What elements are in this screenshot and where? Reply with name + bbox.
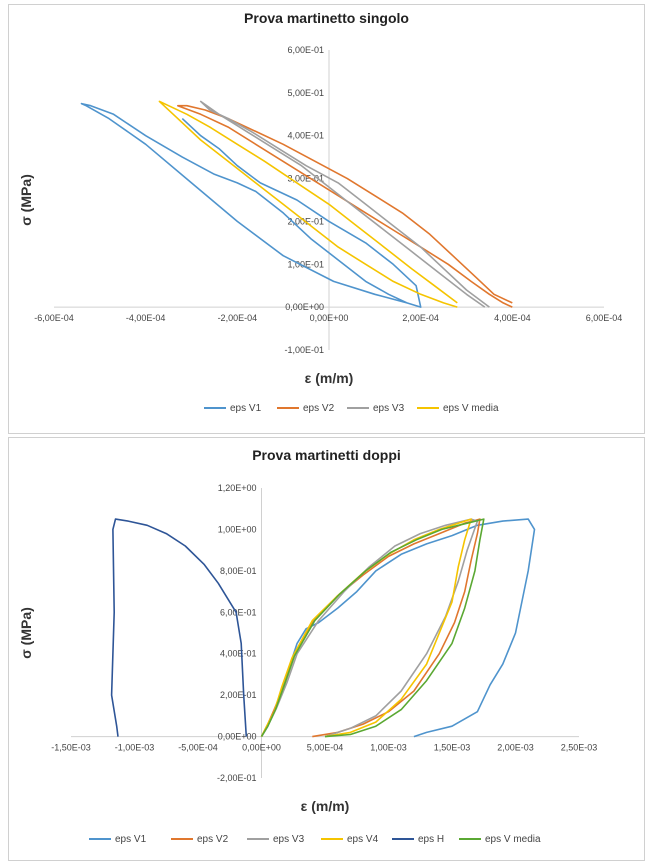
legend-label: eps V media [443,403,499,414]
y-tick-label: 2,00E-01 [220,690,257,700]
legend-label: eps V media [485,834,541,845]
y-tick-label: 6,00E-01 [220,607,257,617]
chart-title: Prova martinetto singolo [244,10,409,26]
y-axis-label: σ (MPa) [18,174,34,226]
x-tick-label: 2,00E-04 [402,313,439,323]
y-tick-label: 0,00E+00 [285,302,324,312]
x-tick-label: 5,00E-04 [307,743,344,753]
x-tick-label: 2,00E-03 [497,743,534,753]
x-tick-label: 0,00E+00 [242,743,281,753]
y-tick-label: 1,00E+00 [218,524,257,534]
x-tick-label: 6,00E-04 [586,313,623,323]
legend-label: eps V2 [197,834,229,845]
y-tick-label: 0,00E+00 [218,732,257,742]
legend-label: eps V3 [373,403,405,414]
x-axis-label: ε (m/m) [305,370,354,386]
x-tick-label: -1,00E-03 [115,743,155,753]
x-axis-label: ε (m/m) [301,798,350,814]
y-tick-label: 1,20E+00 [218,483,257,493]
y-tick-label: -1,00E-01 [284,345,324,355]
legend-label: eps V3 [273,834,305,845]
legend-label: eps V2 [303,403,335,414]
y-axis-label: σ (MPa) [18,607,34,659]
chart-title: Prova martinetti doppi [252,447,401,463]
x-tick-label: -5,00E-04 [178,743,218,753]
series-line-eps-v3 [199,100,490,308]
x-tick-label: 2,50E-03 [561,743,598,753]
y-tick-label: 8,00E-01 [220,566,257,576]
legend-label: eps V4 [347,834,379,845]
chart-panel-single-jack: Prova martinetto singolo -6,00E-04 -4,00E-… [8,4,645,434]
x-tick-label: 1,00E-03 [370,743,407,753]
y-tick-label: 4,00E-01 [220,649,257,659]
legend-label: eps H [418,834,444,845]
x-tick-label: 4,00E-04 [494,313,531,323]
legend-label: eps V1 [115,834,147,845]
x-tick-label: 1,50E-03 [434,743,471,753]
y-tick-label: 1,00E-01 [287,259,324,269]
x-tick-label: -6,00E-04 [34,313,74,323]
chart-panel-double-jacks: Prova martinetti doppi -1,50E-03 -1,00E-03… [8,437,645,861]
chart-double-jacks: Prova martinetti doppi -1,50E-03 -1,00E-03… [18,447,598,845]
series-line-eps-v2 [177,104,513,308]
y-tick-label: 5,00E-01 [287,88,324,98]
x-tick-label: -4,00E-04 [126,313,166,323]
chart-single-jack: Prova martinetto singolo -6,00E-04 -4,00E-… [18,10,623,414]
y-tick-label: 4,00E-01 [287,131,324,141]
y-tick-label: -2,00E-01 [217,773,257,783]
y-tick-label: 3,00E-01 [287,174,324,184]
x-tick-label: -2,00E-04 [218,313,258,323]
y-tick-label: 6,00E-01 [287,45,324,55]
series-line-eps-v3 [260,518,479,738]
x-tick-label: 0,00E+00 [310,313,349,323]
legend-label: eps V1 [230,403,262,414]
series-line-eps-v2 [260,518,481,738]
series-line-eps-v4 [260,518,472,738]
series-line-eps-h [110,518,248,737]
series-line-eps-v-media [260,518,485,738]
series-line-eps-v1 [80,102,422,308]
series-line-eps-v-media [158,100,458,308]
x-tick-label: -1,50E-03 [51,743,91,753]
